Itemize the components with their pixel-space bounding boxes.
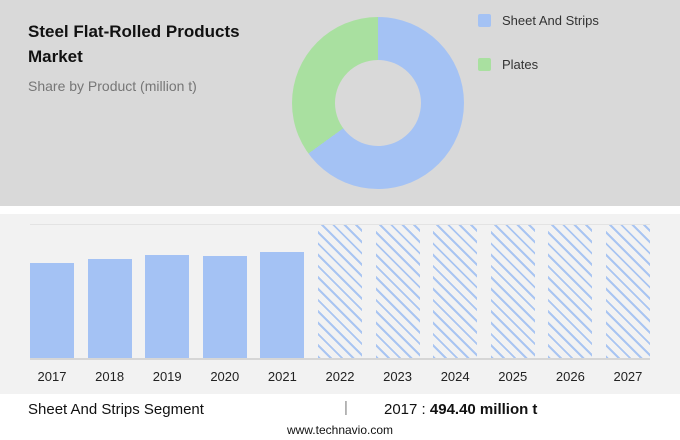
bar-2019 <box>145 254 190 358</box>
page-subtitle: Share by Product (million t) <box>28 78 197 95</box>
bar-2024 <box>433 225 478 358</box>
caption-row: Sheet And Strips Segment | 2017 : 494.40… <box>0 394 680 424</box>
x-tick-2023: 2023 <box>383 369 413 384</box>
x-tick-2022: 2022 <box>325 369 355 384</box>
legend-swatch-blue-icon <box>478 14 491 27</box>
legend-swatch-green-icon <box>478 58 491 71</box>
x-tick-2024: 2024 <box>440 369 470 384</box>
caption-divider: | <box>344 399 348 416</box>
value-number: 494.40 million t <box>429 401 538 418</box>
bar-chart: 2017 2018 2019 2020 2021 2022 2023 2024 2025 2026… <box>30 224 650 384</box>
bar-plot <box>30 224 650 360</box>
x-tick-2018: 2018 <box>95 369 125 384</box>
x-tick-2020: 2020 <box>210 369 240 384</box>
x-tick-2017: 2017 <box>37 369 67 384</box>
x-tick-2027: 2027 <box>613 369 643 384</box>
legend-item-sheet-and-strips: Sheet And Strips <box>478 13 599 28</box>
page-title: Steel Flat-Rolled Products Market <box>28 22 240 66</box>
bar-2027 <box>605 225 650 358</box>
bar-2020 <box>202 256 247 358</box>
x-tick-2021: 2021 <box>267 369 297 384</box>
legend: Sheet And Strips Plates <box>478 13 599 101</box>
donut-hole <box>335 60 421 146</box>
segment-value: 2017 : 494.40 million t <box>384 401 537 418</box>
bar-2021 <box>260 252 305 358</box>
x-tick-2025: 2025 <box>498 369 528 384</box>
legend-label: Sheet And Strips <box>502 13 599 28</box>
legend-label: Plates <box>502 57 539 72</box>
segment-label: Sheet And Strips Segment <box>28 401 204 418</box>
bar-2022 <box>317 225 362 358</box>
bar-2026 <box>548 225 593 358</box>
bar-2025 <box>490 225 535 358</box>
header: Steel Flat-Rolled Products Market Share … <box>28 20 278 94</box>
bar-chart-section: 2017 2018 2019 2020 2021 2022 2023 2024 2025 2026… <box>0 214 680 394</box>
footer-url: www.technavio.com <box>0 423 680 437</box>
donut-chart <box>292 17 464 189</box>
x-tick-2019: 2019 <box>152 369 182 384</box>
bar-2017 <box>30 263 74 358</box>
bar-labels: 2017 2018 2019 2020 2021 2022 2023 2024 2025 2026… <box>30 369 650 384</box>
bar-2023 <box>375 225 420 358</box>
legend-item-plates: Plates <box>478 57 599 72</box>
x-tick-2026: 2026 <box>555 369 585 384</box>
bar-2018 <box>87 258 132 358</box>
donut-section: Steel Flat-Rolled Products Market Share … <box>0 0 680 206</box>
value-year-label: 2017 : <box>384 401 426 418</box>
